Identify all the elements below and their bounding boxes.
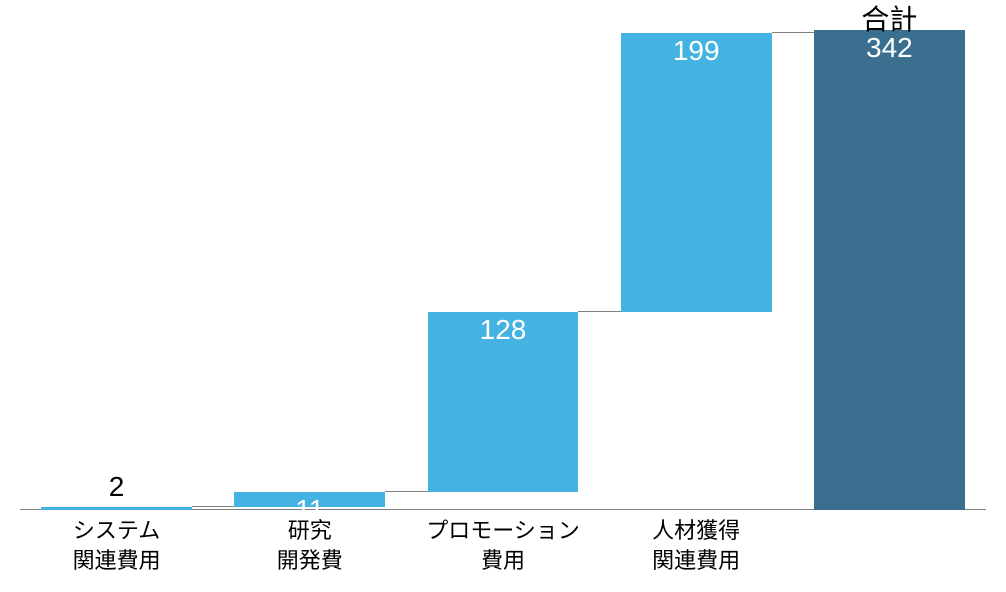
- x-axis-label: システム関連費用: [20, 516, 213, 575]
- x-label-line1: プロモーション: [426, 518, 580, 543]
- value-label: 199: [621, 35, 772, 67]
- bar: [621, 33, 772, 312]
- x-label-line1: システム: [73, 518, 160, 543]
- connector-line: [385, 491, 428, 492]
- connector-line: [192, 506, 235, 507]
- x-label-line2: 費用: [481, 548, 525, 573]
- x-axis-label: 人材獲得関連費用: [600, 516, 793, 575]
- total-bar: [814, 30, 965, 510]
- x-axis-label: 研究開発費: [213, 516, 406, 575]
- value-label: 128: [428, 314, 579, 346]
- x-label-line1: 研究: [288, 518, 332, 543]
- connector-line: [772, 32, 815, 33]
- x-label-line1: 人材獲得: [652, 518, 740, 543]
- bar: [41, 507, 192, 510]
- x-axis-label: プロモーション費用: [406, 516, 599, 575]
- total-header-label: 合計: [814, 0, 965, 38]
- waterfall-chart: 211128199342 合計 システム関連費用研究開発費プロモーション費用人材…: [0, 0, 1006, 592]
- x-label-line2: 関連費用: [73, 548, 161, 573]
- connector-line: [578, 311, 621, 312]
- value-label: 2: [41, 471, 192, 503]
- x-label-line2: 関連費用: [652, 548, 740, 573]
- x-label-line2: 開発費: [277, 548, 343, 573]
- plot-area: 211128199342: [20, 30, 986, 510]
